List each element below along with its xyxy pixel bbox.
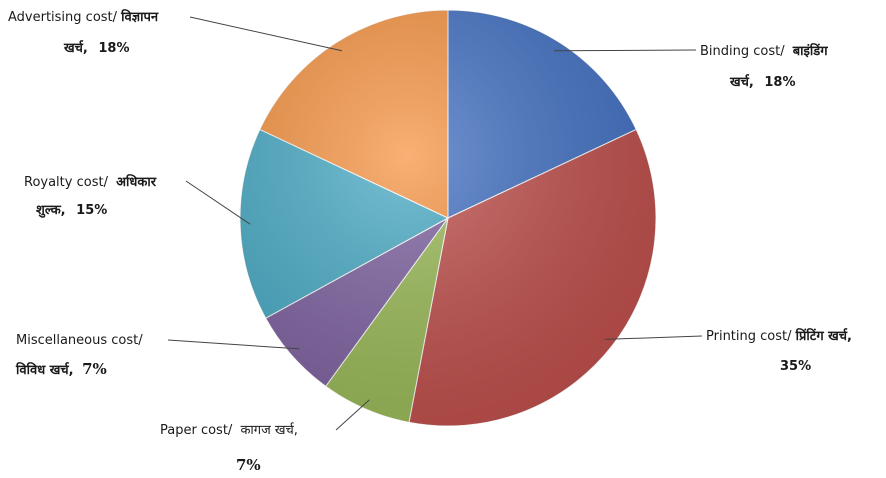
label-misc-hi: विविध खर्च,	[15, 362, 74, 378]
label-misc-en: Miscellaneous cost/	[16, 333, 143, 348]
label-advertising-en: Advertising cost/	[8, 10, 118, 25]
label-royalty-value: 15%	[76, 203, 107, 218]
label-binding-hi2: खर्च,	[729, 74, 754, 90]
svg-text:विविध खर्च, 7%: विविध खर्च, 7%	[15, 360, 107, 378]
label-misc-value: 7%	[82, 360, 107, 378]
svg-text:खर्च, 18%: खर्च, 18%	[63, 40, 129, 56]
label-paper-value: 7%	[236, 456, 261, 474]
label-printing-value: 35%	[780, 359, 811, 374]
svg-text:खर्च, 18%: खर्च, 18%	[729, 74, 795, 90]
svg-text:Paper cost/ कागज खर्च,: Paper cost/ कागज खर्च,	[160, 422, 298, 438]
label-miscellaneous: Miscellaneous cost/ विविध खर्च, 7%	[15, 333, 143, 378]
label-binding-value: 18%	[764, 75, 795, 90]
svg-text:शुल्क, 15%: शुल्क, 15%	[36, 203, 107, 218]
svg-text:Royalty cost/ अधिकार: Royalty cost/ अधिकार	[24, 174, 157, 190]
svg-text:Binding cost/ बाइंडिंग: Binding cost/ बाइंडिंग	[700, 42, 828, 59]
leader-line-binding	[554, 49, 697, 52]
label-paper: Paper cost/ कागज खर्च, 7%	[160, 422, 298, 474]
label-advertising: Advertising cost/ विज्ञापन खर्च, 18%	[8, 9, 159, 56]
label-advertising-value: 18%	[98, 41, 129, 56]
label-printing: Printing cost/ प्रिंटिंग खर्च, 35%	[706, 327, 852, 374]
leader-line-printing	[604, 335, 703, 340]
label-paper-hi: कागज खर्च,	[240, 422, 297, 438]
label-royalty-hi2: शुल्क,	[36, 203, 66, 218]
leader-line-advertising	[189, 16, 343, 52]
label-paper-en: Paper cost/	[160, 423, 233, 438]
label-printing-en: Printing cost/	[706, 329, 792, 344]
label-royalty: Royalty cost/ अधिकार शुल्क, 15%	[24, 174, 157, 218]
leader-line-miscellaneous	[167, 339, 300, 350]
label-printing-hi: प्रिंटिंग खर्च,	[795, 327, 852, 344]
label-advertising-hi2: खर्च,	[63, 40, 88, 56]
leader-line-paper	[335, 399, 370, 431]
pie-slices	[239, 9, 657, 427]
label-binding-en: Binding cost/	[700, 44, 785, 59]
label-royalty-en: Royalty cost/	[24, 175, 109, 190]
label-binding-hi: बाइंडिंग	[792, 42, 828, 59]
leader-lines	[167, 16, 703, 431]
svg-text:Advertising cost/ विज्ञा: Advertising cost/ विज्ञापन	[8, 9, 159, 25]
svg-text:Printing cost/ प्रिंटिंग: Printing cost/ प्रिंटिंग खर्च,	[706, 327, 852, 344]
label-advertising-hi: विज्ञापन	[120, 9, 159, 25]
label-royalty-hi: अधिकार	[116, 174, 157, 190]
leader-line-royalty	[185, 180, 251, 225]
label-binding: Binding cost/ बाइंडिंग खर्च, 18%	[700, 42, 828, 90]
